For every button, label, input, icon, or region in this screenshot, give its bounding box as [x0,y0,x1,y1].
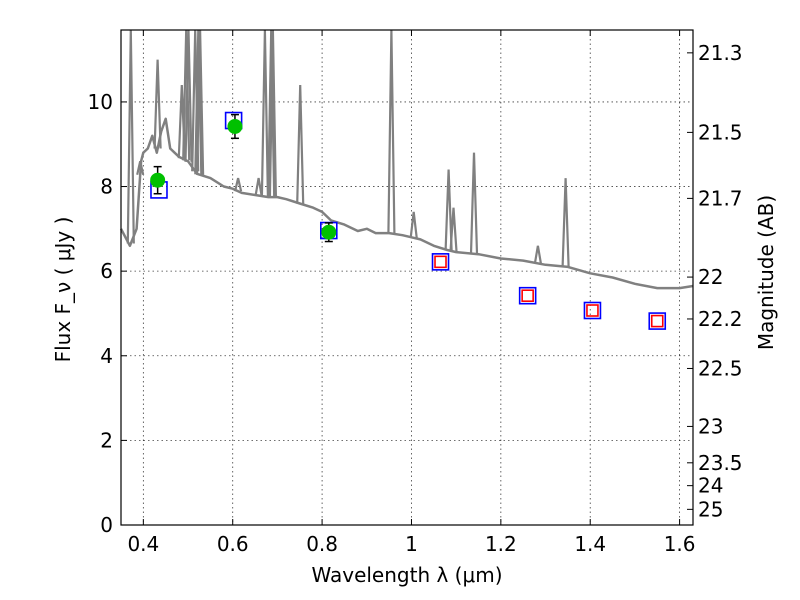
y-tick-label: 6 [100,259,113,283]
emission-line [449,207,458,252]
x-tick-label: 1.4 [574,532,606,556]
emission-line [136,160,145,175]
x-axis-label: Wavelength λ (μm) [311,563,502,587]
emission-line [126,29,135,244]
grid-lines [121,30,693,526]
photometry-layer [150,111,667,330]
emission-line [254,177,263,196]
y-tick-label: 2 [100,428,113,452]
x-tick-label: 0.8 [306,532,338,556]
predicted-photometry-square [434,255,447,269]
emission-line [561,178,570,267]
right-tick-label: 22.2 [698,307,743,331]
emission-line [296,84,305,204]
emission-line [444,169,453,251]
right-tick-label: 24 [698,474,723,498]
y-axis-label: Flux F_ν ( μJy ) [51,217,75,363]
emission-line [260,29,269,197]
model-photometry-square [431,253,450,271]
right-tick-label: 22.5 [698,356,743,380]
x-tick-label: 0.6 [217,532,249,556]
x-tick-label: 1 [405,532,418,556]
y-tick-label: 10 [88,90,113,114]
model-photometry-square [583,301,602,320]
right-tick-label: 21.7 [698,186,743,210]
y-tick-label: 0 [100,513,113,537]
emission-line [387,29,396,234]
observed-photometry-point [150,172,166,188]
emission-line [469,152,479,254]
axis-ticks: 0.4 0.6 0.8 1 1.2 1.4 1.6024681021.321.521.722… [88,30,743,556]
spectrum-line [119,117,694,290]
predicted-photometry-square [521,289,534,302]
model-photometry-square [648,312,667,330]
x-tick-label: 0.4 [127,532,159,556]
y-tick-label: 8 [100,175,113,199]
observed-photometry-point [321,224,337,240]
x-tick-label: 1.2 [485,532,517,556]
right-tick-label: 23 [698,414,723,438]
predicted-photometry-square [586,304,599,317]
emission-line [409,211,418,238]
model-photometry-square [518,286,537,305]
y-tick-label: 4 [100,344,113,368]
predicted-photometry-square [650,314,664,328]
emission-line [234,177,243,192]
right-tick-label: 23.5 [698,451,743,475]
spectrum-layer [119,29,694,290]
right-tick-label: 22 [698,265,723,289]
right-tick-label: 21.5 [698,120,743,144]
emission-line [533,245,542,264]
right-tick-label: 21.3 [698,41,743,65]
x-tick-label: 1.6 [664,532,696,556]
right-tick-label: 25 [698,497,723,521]
right-axis-label: Magnitude (AB) [754,195,778,350]
emission-line [153,59,162,149]
observed-photometry-point [227,118,243,134]
